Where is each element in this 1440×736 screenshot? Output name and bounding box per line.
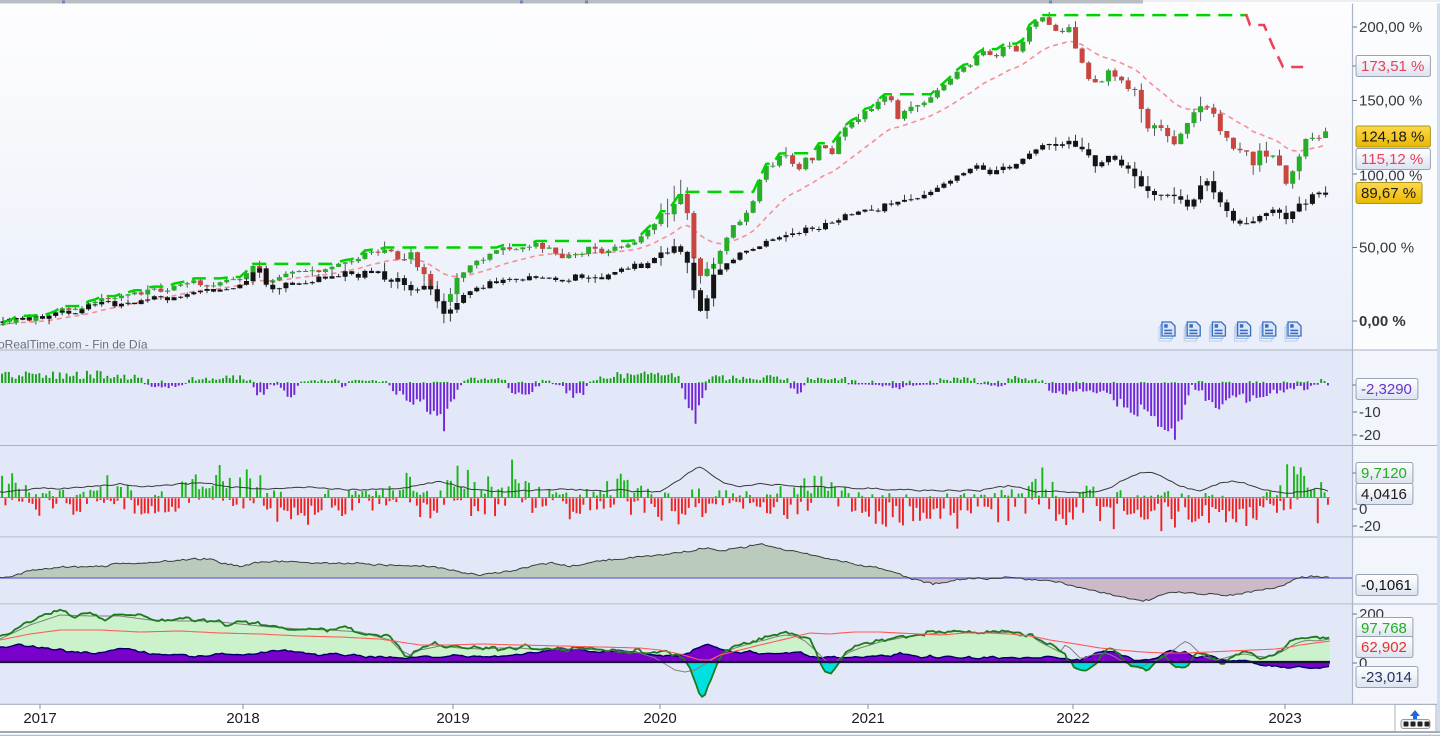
svg-text:2021: 2021 (851, 710, 884, 727)
svg-text:2017: 2017 (23, 710, 56, 727)
svg-text:oRealTime.com - Fin de Día: oRealTime.com - Fin de Día (0, 338, 148, 352)
svg-text:2023: 2023 (1268, 710, 1301, 727)
svg-text:173,51 %: 173,51 % (1361, 58, 1424, 75)
svg-text:0: 0 (1359, 655, 1367, 672)
svg-text:62,902: 62,902 (1361, 639, 1407, 656)
svg-text:200,00 %: 200,00 % (1359, 19, 1422, 36)
svg-text:89,67 %: 89,67 % (1361, 185, 1416, 202)
svg-text:-20: -20 (1359, 518, 1381, 535)
svg-text:97,768: 97,768 (1361, 620, 1407, 637)
svg-text:0: 0 (1359, 501, 1367, 518)
svg-text:150,00 %: 150,00 % (1359, 93, 1422, 110)
svg-text:-2,3290: -2,3290 (1361, 381, 1412, 398)
svg-text:2020: 2020 (643, 710, 676, 727)
svg-text:2022: 2022 (1056, 710, 1089, 727)
svg-text:-10: -10 (1359, 404, 1381, 421)
svg-text:0,00 %: 0,00 % (1359, 313, 1406, 330)
svg-text:9,7120: 9,7120 (1361, 465, 1407, 482)
svg-text:124,18 %: 124,18 % (1361, 129, 1424, 146)
svg-text:2019: 2019 (436, 710, 469, 727)
svg-text:-23,014: -23,014 (1361, 669, 1412, 686)
svg-text:-20: -20 (1359, 427, 1381, 444)
svg-text:100,00 %: 100,00 % (1359, 168, 1422, 185)
svg-text:-0,1061: -0,1061 (1361, 577, 1412, 594)
svg-text:4,0416: 4,0416 (1361, 486, 1407, 503)
svg-text:2018: 2018 (226, 710, 259, 727)
svg-text:50,00 %: 50,00 % (1359, 240, 1414, 257)
svg-text:115,12 %: 115,12 % (1361, 151, 1423, 168)
